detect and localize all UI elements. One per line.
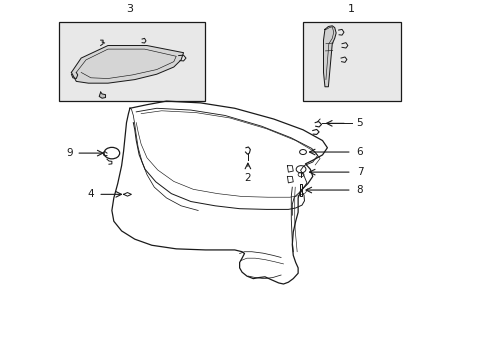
Text: 4: 4 <box>87 189 94 199</box>
Text: 1: 1 <box>347 4 355 14</box>
Text: 2: 2 <box>244 173 251 183</box>
Bar <box>303 22 400 101</box>
Text: 6: 6 <box>356 147 363 157</box>
Text: 8: 8 <box>356 185 363 195</box>
Bar <box>59 22 205 101</box>
Polygon shape <box>99 92 105 98</box>
Polygon shape <box>323 26 335 87</box>
Polygon shape <box>71 45 183 83</box>
Text: 3: 3 <box>126 4 133 14</box>
Text: 9: 9 <box>66 148 73 158</box>
Text: 5: 5 <box>356 118 363 128</box>
Text: 7: 7 <box>356 167 363 177</box>
